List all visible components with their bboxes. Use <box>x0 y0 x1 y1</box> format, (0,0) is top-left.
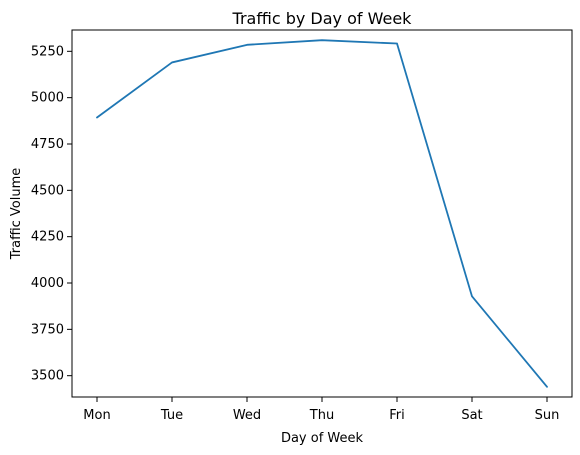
series-line-0 <box>96 39 548 388</box>
chart-title: Traffic by Day of Week <box>232 9 413 28</box>
y-tick-label-3500: 3500 <box>31 369 64 384</box>
y-tick-label-4750: 4750 <box>31 137 64 152</box>
y-tick-label-5250: 5250 <box>31 44 64 59</box>
plot-area-frame <box>71 29 573 398</box>
y-axis-label: Traffic Volume <box>9 168 24 261</box>
x-tick-label-wed: Wed <box>233 408 261 423</box>
y-tick-label-3750: 3750 <box>31 322 64 337</box>
y-tick-label-4250: 4250 <box>31 230 64 245</box>
y-tick-label-4500: 4500 <box>31 183 64 198</box>
x-axis-label: Day of Week <box>281 431 364 446</box>
y-axis: 3500 3750 4000 4250 4500 4750 5000 5250 <box>31 44 72 384</box>
x-tick-label-fri: Fri <box>389 408 405 423</box>
x-tick-label-sat: Sat <box>461 408 482 423</box>
y-tick-label-4000: 4000 <box>31 276 64 291</box>
y-tick-label-5000: 5000 <box>31 91 64 106</box>
x-axis: Mon Tue Wed Thu Fri Sat Sun <box>83 397 559 423</box>
x-tick-label-sun: Sun <box>535 408 560 423</box>
x-tick-label-mon: Mon <box>83 408 110 423</box>
x-tick-label-tue: Tue <box>160 408 183 423</box>
x-tick-label-thu: Thu <box>309 408 334 423</box>
series-group <box>96 39 548 388</box>
